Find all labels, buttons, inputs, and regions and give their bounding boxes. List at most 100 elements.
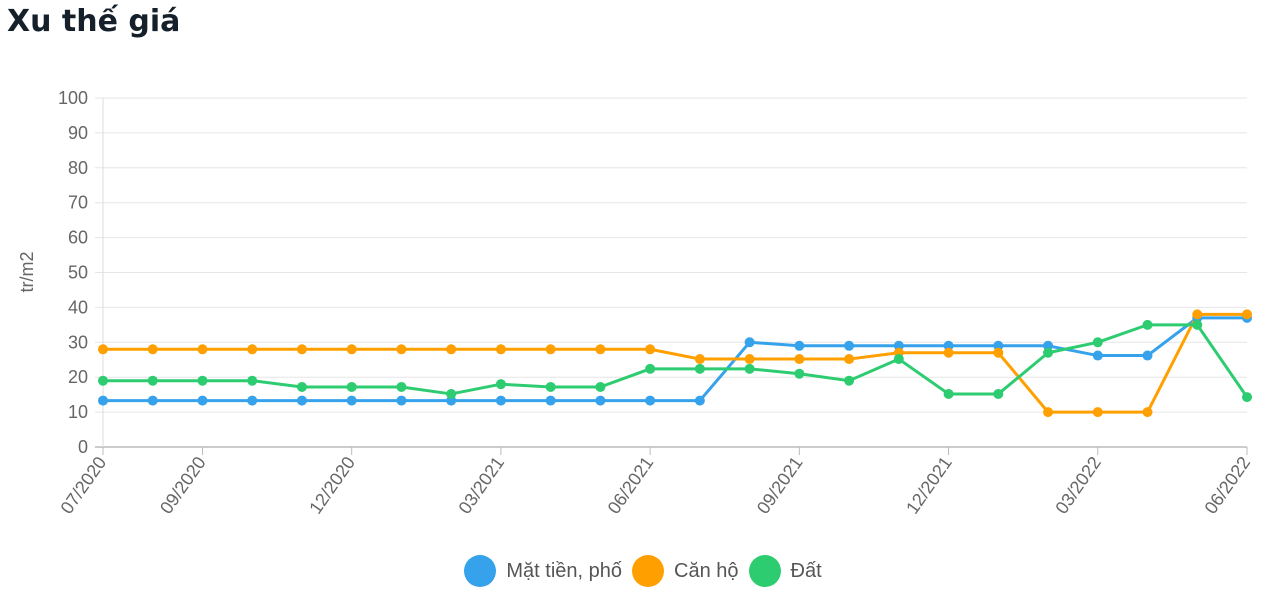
data-point[interactable] xyxy=(595,395,606,406)
data-point[interactable] xyxy=(247,395,258,406)
data-point[interactable] xyxy=(1142,319,1153,330)
x-tick-label: 12/2020 xyxy=(305,453,359,518)
data-point[interactable] xyxy=(844,375,855,386)
legend-item-2[interactable]: Đất xyxy=(748,555,822,587)
axes: 0 10 20 30 40 50 60 70 80 90 100 07/2020 09/2020 12/2… xyxy=(57,88,1255,518)
data-point[interactable] xyxy=(744,363,755,374)
legend-item-0[interactable]: Mặt tiền, phố xyxy=(464,555,622,587)
y-tick-label: 100 xyxy=(58,88,88,108)
data-point[interactable] xyxy=(296,344,307,355)
data-point[interactable] xyxy=(694,354,705,365)
legend-item-1[interactable]: Căn hộ xyxy=(632,555,739,587)
x-tick-label: 03/2021 xyxy=(454,453,508,518)
data-point[interactable] xyxy=(1043,340,1054,351)
legend-swatch xyxy=(464,555,497,587)
x-tick-label: 12/2021 xyxy=(902,453,956,518)
data-point[interactable] xyxy=(645,395,656,406)
data-point[interactable] xyxy=(197,344,208,355)
data-point[interactable] xyxy=(446,344,457,355)
x-tick-label: 06/2021 xyxy=(604,453,658,518)
data-point[interactable] xyxy=(1242,392,1252,403)
data-point[interactable] xyxy=(197,375,208,386)
data-point[interactable] xyxy=(943,347,954,358)
data-point[interactable] xyxy=(993,340,1004,351)
data-point[interactable] xyxy=(147,344,158,355)
data-point[interactable] xyxy=(545,344,556,355)
data-point[interactable] xyxy=(495,344,506,355)
data-point[interactable] xyxy=(844,340,855,351)
data-point[interactable] xyxy=(98,395,108,406)
data-point[interactable] xyxy=(595,381,606,392)
legend-swatch xyxy=(748,555,781,587)
x-tick-label: 09/2020 xyxy=(156,453,210,518)
legend-label: Căn hộ xyxy=(674,559,739,582)
y-tick-label: 90 xyxy=(68,123,88,143)
data-point[interactable] xyxy=(147,395,158,406)
y-tick-label: 60 xyxy=(68,228,88,248)
y-tick-label: 70 xyxy=(68,193,88,213)
data-point[interactable] xyxy=(495,379,506,390)
y-tick-label: 40 xyxy=(68,297,88,317)
data-point[interactable] xyxy=(993,347,1004,358)
legend-swatch xyxy=(632,555,664,587)
data-point[interactable] xyxy=(346,395,357,406)
data-point[interactable] xyxy=(1142,350,1153,361)
data-point[interactable] xyxy=(147,375,158,386)
data-point[interactable] xyxy=(1043,347,1054,358)
data-point[interactable] xyxy=(943,340,954,351)
data-point[interactable] xyxy=(1192,319,1203,330)
data-point[interactable] xyxy=(744,337,755,348)
grid-lines xyxy=(95,97,1247,448)
data-point[interactable] xyxy=(1092,337,1103,348)
data-point[interactable] xyxy=(545,395,556,406)
data-point[interactable] xyxy=(794,340,805,351)
data-point[interactable] xyxy=(744,354,755,365)
data-point[interactable] xyxy=(694,363,705,374)
data-point[interactable] xyxy=(1192,309,1203,320)
data-point[interactable] xyxy=(446,388,457,399)
data-point[interactable] xyxy=(893,340,904,351)
legend-label: Mặt tiền, phố xyxy=(506,559,622,582)
data-point[interactable] xyxy=(396,381,407,392)
y-tick-label: 80 xyxy=(68,158,88,178)
legend-label: Đất xyxy=(790,559,822,582)
data-point[interactable] xyxy=(794,354,805,365)
data-point[interactable] xyxy=(794,368,805,379)
series-line-2 xyxy=(103,323,1249,398)
data-point[interactable] xyxy=(1142,407,1153,418)
data-point[interactable] xyxy=(296,381,307,392)
x-tick-label: 06/2022 xyxy=(1201,453,1255,518)
data-point[interactable] xyxy=(545,381,556,392)
data-point[interactable] xyxy=(495,395,506,406)
data-point[interactable] xyxy=(396,395,407,406)
series-line-0 xyxy=(103,316,1247,403)
y-axis-label: tr/m2 xyxy=(17,251,37,292)
data-point[interactable] xyxy=(1242,309,1252,320)
data-point[interactable] xyxy=(893,354,904,365)
data-point[interactable] xyxy=(645,363,656,374)
y-tick-label: 50 xyxy=(68,263,88,283)
data-point[interactable] xyxy=(1092,350,1103,361)
data-point[interactable] xyxy=(1092,407,1103,418)
data-point[interactable] xyxy=(844,354,855,365)
data-point[interactable] xyxy=(296,395,307,406)
data-point[interactable] xyxy=(1043,407,1054,418)
data-point[interactable] xyxy=(98,375,108,386)
data-point[interactable] xyxy=(993,388,1004,399)
data-point[interactable] xyxy=(645,344,656,355)
data-point[interactable] xyxy=(247,375,258,386)
y-tick-label: 10 xyxy=(68,402,88,422)
series-line-1 xyxy=(103,312,1247,414)
data-point[interactable] xyxy=(346,344,357,355)
data-point[interactable] xyxy=(595,344,606,355)
page-title: Xu thế giá xyxy=(7,4,181,39)
data-point[interactable] xyxy=(197,395,208,406)
data-point[interactable] xyxy=(98,344,108,355)
data-point[interactable] xyxy=(943,388,954,399)
data-point[interactable] xyxy=(396,344,407,355)
data-point[interactable] xyxy=(694,395,705,406)
x-tick-label: 09/2021 xyxy=(753,453,807,518)
data-point[interactable] xyxy=(346,381,357,392)
price-trend-chart: 0 10 20 30 40 50 60 70 80 90 100 07/2020 09/2020 12/2… xyxy=(17,88,1255,518)
data-point[interactable] xyxy=(247,344,258,355)
